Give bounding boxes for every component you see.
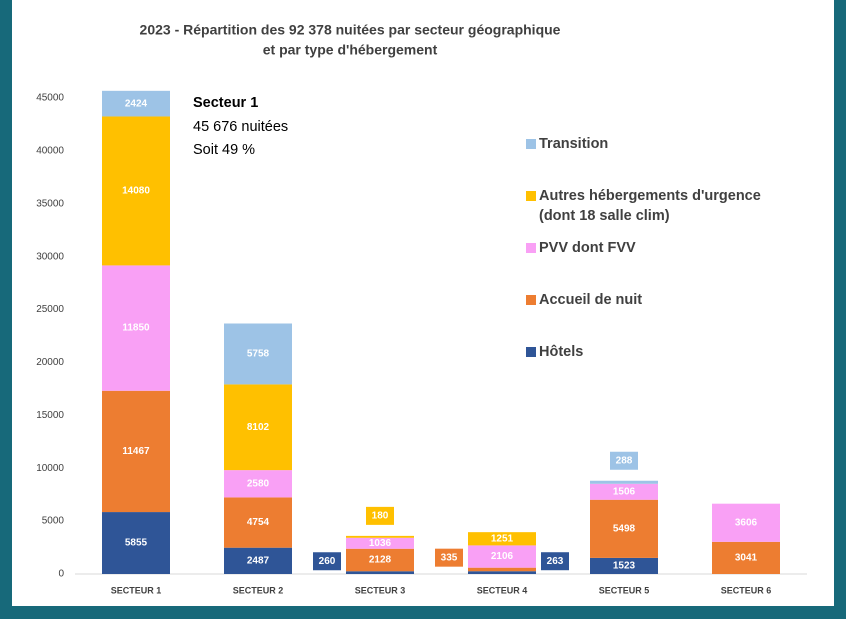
bar-segment [102,390,170,513]
bar-segment [468,571,536,574]
value-label: 263 [547,556,564,567]
value-label: 2424 [125,98,148,109]
bar-segment [590,483,658,500]
y-tick-label: 10000 [36,463,64,474]
value-label: 180 [372,511,389,522]
value-label: 1506 [613,486,636,497]
value-label: 335 [441,552,458,563]
bar-segment [468,532,536,546]
y-tick-label: 20000 [36,357,64,368]
y-tick-label: 0 [58,569,64,580]
annotation: Soit 49 % [193,142,255,158]
value-label-box [610,451,638,470]
bar-segment [224,323,292,385]
legend-swatch [526,347,536,357]
bar-segment [224,547,292,574]
y-tick-label: 40000 [36,146,64,157]
bar-segment [102,90,170,117]
legend-swatch [526,139,536,149]
value-label: 11467 [122,446,150,457]
y-tick-label: 35000 [36,198,64,209]
y-tick-label: 30000 [36,251,64,262]
chart-title: 2023 - Répartition des 92 378 nuitées pa… [140,22,561,38]
x-tick-label: SECTEUR 1 [111,585,162,595]
value-label: 3041 [735,553,758,564]
bar-segment [102,512,170,574]
legend-item: Autres hébergements d'urgence (dont 18 s… [526,186,796,226]
bar-segment [224,470,292,498]
value-label-box [366,506,394,525]
value-label: 1036 [369,538,392,549]
value-label: 3606 [735,517,758,528]
bar-segment [224,497,292,548]
legend-label: Autres hébergements d'urgence (dont 18 s… [539,188,761,224]
value-label-box [313,552,341,571]
bar-segment [346,537,414,549]
x-tick-label: SECTEUR 4 [477,585,528,595]
legend-item: Accueil de nuit [526,290,642,310]
value-label: 260 [319,556,336,567]
bar-segment [346,548,414,572]
annotation: Secteur 1 [193,95,258,111]
value-label: 5498 [613,523,636,534]
x-tick-label: SECTEUR 2 [233,585,284,595]
bar-segment [468,545,536,568]
legend-label: Transition [539,136,609,152]
value-label: 4754 [247,517,270,528]
bar-segment [590,480,658,484]
legend-item: Hôtels [526,342,583,362]
bar-segment [102,116,170,266]
annotation: 45 676 nuitées [193,119,288,135]
bar-segment [468,567,536,572]
value-label: 5758 [247,349,270,360]
legend-swatch [526,295,536,305]
legend-item: PVV dont FVV [526,238,636,258]
value-label: 2580 [247,478,270,489]
bar-segment [346,571,414,574]
x-tick-label: SECTEUR 6 [721,585,772,595]
chart-title: et par type d'hébergement [263,42,438,58]
value-label: 2106 [491,551,514,562]
value-label: 1523 [613,561,636,572]
value-label: 8102 [247,422,270,433]
value-label: 11850 [122,323,150,334]
x-tick-label: SECTEUR 3 [355,585,406,595]
legend-swatch [526,191,536,201]
value-label: 5855 [125,538,148,549]
y-tick-label: 15000 [36,410,64,421]
bar-segment [590,499,658,558]
bar-segment [712,541,780,574]
value-label-box [435,548,463,567]
legend-label: Accueil de nuit [539,292,643,308]
y-tick-label: 5000 [42,516,65,527]
value-label: 288 [616,455,633,466]
legend-label: PVV dont FVV [539,240,636,256]
bar-segment [102,265,170,391]
value-label: 14080 [122,186,150,197]
value-label: 1251 [491,533,514,544]
value-label: 2128 [369,555,392,566]
value-label-box [541,552,569,571]
legend-item: Transition [526,134,608,154]
y-tick-label: 45000 [36,93,64,104]
bar-segment [346,535,414,538]
bar-segment [590,557,658,574]
bar-segment [224,384,292,471]
legend-swatch [526,243,536,253]
value-label: 2487 [247,555,270,566]
x-tick-label: SECTEUR 5 [599,585,650,595]
legend-label: Hôtels [539,344,584,360]
bar-segment [712,503,780,542]
y-tick-label: 25000 [36,304,64,315]
